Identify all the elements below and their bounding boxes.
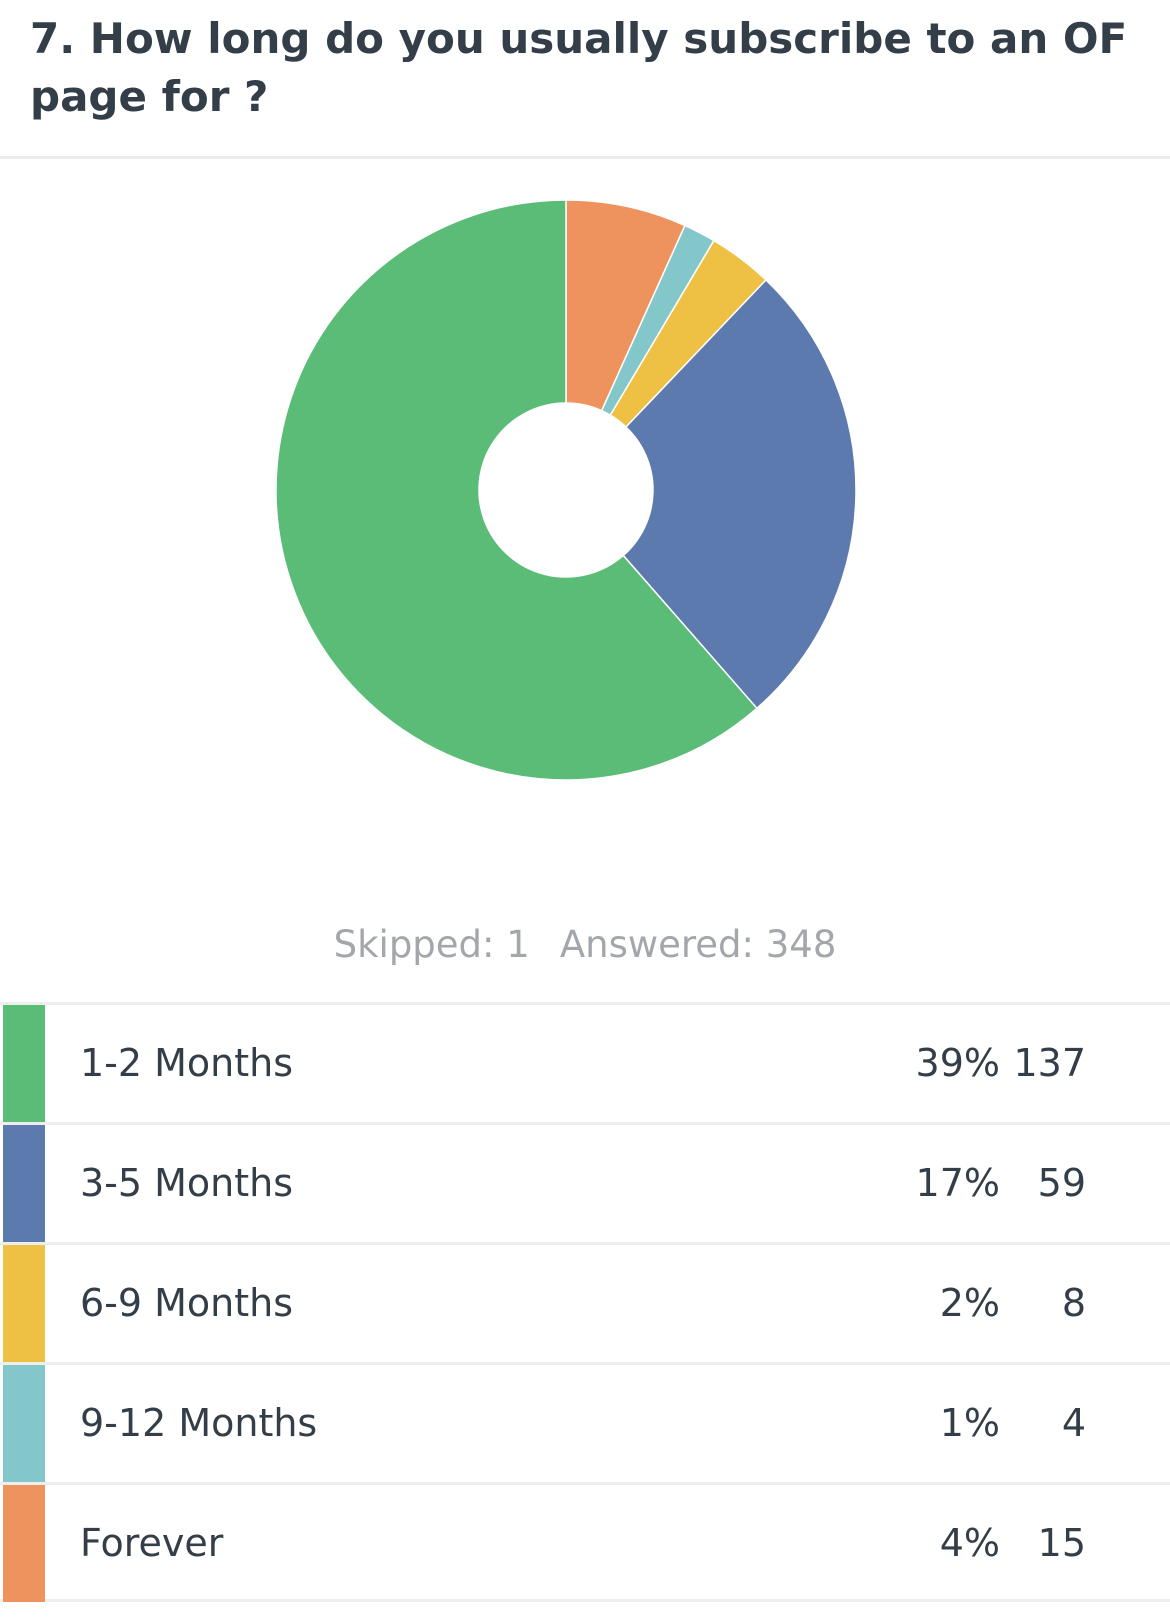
choice-percent: 17% xyxy=(915,1161,1000,1205)
donut-slice-3-5-months xyxy=(622,278,857,710)
legend-swatch xyxy=(3,1005,45,1122)
answer-choices-table: 1-2 Months 39% 137 3-5 Months 17% 59 6-9 Month… xyxy=(0,1002,1170,1602)
choice-percent: 39% xyxy=(915,1041,1000,1085)
legend-swatch xyxy=(3,1485,45,1602)
choice-label: 9-12 Months xyxy=(80,1401,318,1445)
legend-swatch xyxy=(3,1245,45,1362)
donut-chart xyxy=(275,199,857,781)
table-row: 1-2 Months 39% 137 xyxy=(0,1002,1170,1122)
response-summary: Skipped: 1 Answered: 348 xyxy=(0,915,1170,975)
question-title: 7. How long do you usually subscribe to … xyxy=(30,14,1128,121)
skipped-count: Skipped: 1 xyxy=(333,923,530,966)
table-row: 6-9 Months 2% 8 xyxy=(0,1242,1170,1362)
legend-swatch xyxy=(3,1125,45,1242)
choice-count: 59 xyxy=(1037,1161,1086,1205)
choice-percent: 4% xyxy=(939,1521,1000,1565)
choice-label: 1-2 Months xyxy=(80,1041,294,1085)
table-row: Forever 4% 15 xyxy=(0,1482,1170,1602)
legend-swatch xyxy=(3,1365,45,1482)
choice-count: 4 xyxy=(1061,1401,1086,1445)
donut-slice-1-2-months xyxy=(275,199,758,781)
title-divider xyxy=(0,156,1170,159)
table-row: 3-5 Months 17% 59 xyxy=(0,1122,1170,1242)
choice-label: Forever xyxy=(80,1521,224,1565)
donut-chart-area xyxy=(0,159,1170,899)
answered-count: Answered: 348 xyxy=(559,923,837,966)
choice-count: 8 xyxy=(1061,1281,1086,1325)
choice-count: 137 xyxy=(1013,1041,1086,1085)
table-row: 9-12 Months 1% 4 xyxy=(0,1362,1170,1482)
choice-label: 6-9 Months xyxy=(80,1281,294,1325)
choice-percent: 1% xyxy=(939,1401,1000,1445)
choice-percent: 2% xyxy=(939,1281,1000,1325)
choice-label: 3-5 Months xyxy=(80,1161,294,1205)
choice-count: 15 xyxy=(1037,1521,1086,1565)
